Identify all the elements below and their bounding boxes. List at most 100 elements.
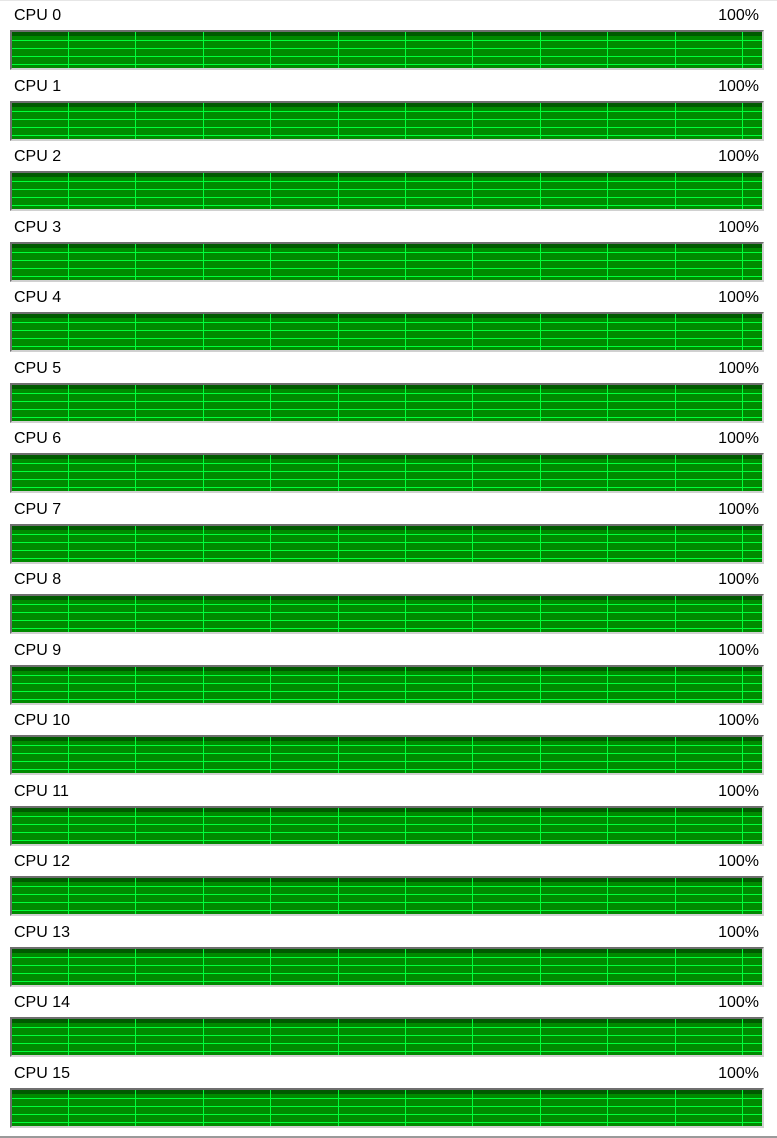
usage-top-band: [12, 102, 762, 107]
cpu-label: CPU 9: [14, 641, 62, 659]
usage-top-band: [12, 596, 762, 600]
cpu-row: CPU 12 100%: [0, 846, 777, 916]
usage-top-band: [12, 173, 762, 177]
usage-fill: [12, 878, 762, 914]
usage-fill: [12, 314, 762, 350]
cpu-usage-graph-canvas: [12, 102, 762, 139]
cpu-usage-percent: 100%: [718, 1064, 759, 1082]
usage-top-band: [12, 384, 762, 389]
cpu-usage-graph: [10, 523, 764, 564]
cpu-label: CPU 8: [14, 571, 62, 588]
cpu-usage-percent: 100%: [718, 148, 759, 165]
usage-top-band: [12, 1089, 762, 1094]
cpu-usage-graph-canvas: [12, 384, 762, 421]
cpu-label: CPU 14: [14, 994, 71, 1011]
usage-fill: [12, 32, 762, 68]
cpu-usage-graph-canvas: [12, 173, 762, 209]
cpu-usage-graph: [10, 453, 764, 493]
bottom-divider: [0, 1136, 777, 1138]
cpu-usage-graph: [10, 171, 764, 211]
cpu-row: CPU 3 100%: [0, 212, 777, 282]
usage-top-band: [12, 737, 762, 741]
cpu-usage-percent: 100%: [718, 994, 759, 1011]
cpu-row: CPU 1 100%: [0, 71, 777, 141]
cpu-usage-percent: 100%: [718, 218, 759, 236]
usage-top-band: [12, 666, 762, 671]
cpu-usage-graph-canvas: [12, 878, 762, 914]
cpu-usage-graph: [10, 594, 764, 634]
cpu-row: CPU 2 100%: [0, 141, 777, 211]
cpu-row: CPU 15 100%: [0, 1058, 777, 1128]
cpu-label: CPU 15: [14, 1064, 71, 1082]
usage-fill: [12, 384, 762, 421]
cpu-label: CPU 3: [14, 218, 62, 236]
cpu-usage-percent: 100%: [718, 712, 759, 729]
usage-fill: [12, 807, 762, 844]
cpu-label: CPU 4: [14, 289, 62, 306]
cpu-usage-graph: [10, 735, 764, 775]
usage-top-band: [12, 32, 762, 36]
cpu-usage-graph-canvas: [12, 455, 762, 491]
cpu-label: CPU 2: [14, 148, 62, 165]
cpu-usage-percent: 100%: [718, 7, 759, 24]
cpu-usage-graph-canvas: [12, 314, 762, 350]
usage-top-band: [12, 455, 762, 459]
cpu-usage-percent: 100%: [718, 853, 759, 870]
cpu-label: CPU 13: [14, 923, 71, 941]
cpu-usage-graph-canvas: [12, 1019, 762, 1055]
usage-top-band: [12, 1019, 762, 1023]
usage-fill: [12, 596, 762, 632]
cpu-usage-percent: 100%: [718, 500, 759, 518]
cpu-usage-graph: [10, 664, 764, 705]
cpu-usage-graph: [10, 805, 764, 846]
usage-fill: [12, 455, 762, 491]
cpu-label: CPU 7: [14, 500, 62, 518]
cpu-row: CPU 14 100%: [0, 987, 777, 1057]
cpu-label: CPU 12: [14, 853, 71, 870]
cpu-row: CPU 6 100%: [0, 423, 777, 493]
usage-fill: [12, 173, 762, 209]
cpu-usage-percent: 100%: [718, 641, 759, 659]
cpu-usage-graph-canvas: [12, 948, 762, 985]
cpu-label: CPU 5: [14, 359, 62, 377]
usage-top-band: [12, 807, 762, 812]
usage-top-band: [12, 878, 762, 882]
usage-top-band: [12, 525, 762, 530]
cpu-row: CPU 7 100%: [0, 494, 777, 564]
cpu-usage-graph: [10, 100, 764, 141]
cpu-row: CPU 11 100%: [0, 776, 777, 846]
cpu-usage-graph: [10, 876, 764, 916]
cpu-row: CPU 5 100%: [0, 353, 777, 423]
cpu-row: CPU 0 100%: [0, 0, 777, 70]
cpu-row: CPU 9 100%: [0, 635, 777, 705]
cpu-usage-percent: 100%: [718, 77, 759, 95]
cpu-row: CPU 13 100%: [0, 917, 777, 987]
cpu-usage-graph: [10, 1017, 764, 1057]
usage-fill: [12, 525, 762, 562]
cpu-usage-graph-canvas: [12, 1089, 762, 1126]
cpu-row: CPU 10 100%: [0, 705, 777, 775]
usage-fill: [12, 948, 762, 985]
usage-top-band: [12, 948, 762, 953]
cpu-usage-percent: 100%: [718, 923, 759, 941]
cpu-label: CPU 11: [14, 782, 69, 800]
usage-top-band: [12, 243, 762, 248]
usage-fill: [12, 102, 762, 139]
cpu-usage-graph-canvas: [12, 737, 762, 773]
usage-fill: [12, 1019, 762, 1055]
cpu-usage-graph-canvas: [12, 807, 762, 844]
cpu-usage-graph: [10, 30, 764, 70]
cpu-label: CPU 10: [14, 712, 71, 729]
cpu-usage-percent: 100%: [718, 782, 759, 800]
cpu-usage-graph: [10, 312, 764, 352]
cpu-usage-graph-canvas: [12, 243, 762, 280]
cpu-usage-graph: [10, 382, 764, 423]
cpu-usage-percent: 100%: [718, 289, 759, 306]
cpu-label: CPU 6: [14, 430, 62, 447]
cpu-usage-percent: 100%: [718, 571, 759, 588]
usage-fill: [12, 1089, 762, 1126]
cpu-usage-graph-canvas: [12, 666, 762, 703]
cpu-usage-graph-canvas: [12, 32, 762, 68]
cpu-usage-graph-canvas: [12, 525, 762, 562]
usage-fill: [12, 737, 762, 773]
